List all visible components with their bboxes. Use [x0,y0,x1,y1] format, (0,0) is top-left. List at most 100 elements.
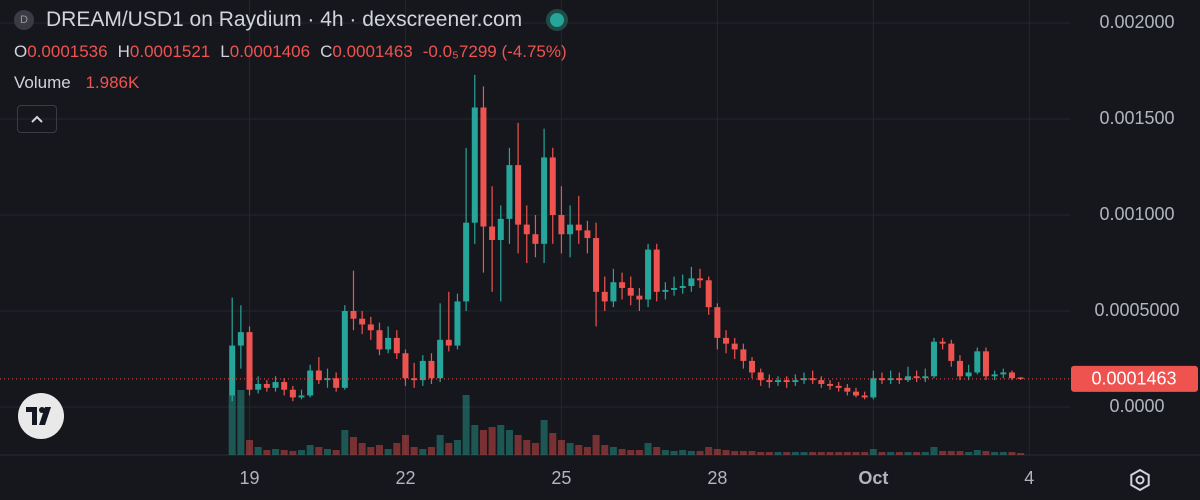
volume-bar [332,450,340,455]
volume-bar [878,452,886,455]
ohlc-value: 0.0001406 [229,42,311,61]
volume-bar [973,450,981,455]
volume-bar [280,450,288,455]
volume-bar [315,447,323,455]
last-price-tag [1071,365,1198,392]
volume-bar [514,435,522,455]
candle-body [896,378,903,381]
candle-body [679,286,686,288]
candle-body [263,383,270,388]
candle-body [324,378,331,381]
y-tick-label: 0.0005000 [1094,300,1179,320]
y-tick-label: 0.001000 [1099,204,1174,224]
settings-button[interactable] [1126,466,1154,494]
collapse-button[interactable] [17,105,57,133]
volume-bar [861,452,869,455]
volume-bar [375,445,383,455]
ohlc-key: C [320,42,333,61]
x-tick-label: 25 [551,468,571,488]
volume-bar [289,451,297,455]
candle-body [480,107,487,227]
token-icon: D [14,10,34,30]
candle-body [549,157,556,216]
candle-body [991,374,998,377]
volume-bar [323,449,331,455]
volume-bar [653,447,661,455]
chevron-icon [31,115,43,123]
volume-bar [739,451,747,455]
chart-title: DREAM/USD1 on Raydium · 4h · dexscreener… [46,8,523,31]
volume-bar [904,452,912,455]
candle-body [584,230,591,239]
volume-bar [505,430,513,455]
candle-body [723,337,730,344]
candle-body [766,380,773,383]
volume-bar [445,443,453,455]
volume-bar [592,435,600,455]
volume-bar [523,440,531,455]
volume-bar [427,447,435,455]
volume-bar [887,452,895,455]
candle-body [930,341,937,377]
x-tick-label: Oct [858,468,888,488]
volume-bar [965,452,973,455]
volume-bar [670,451,678,455]
candle-body [575,224,582,231]
candle-body [471,107,478,223]
volume-bar [549,433,557,455]
candle-body [307,370,314,396]
candle-body [956,360,963,377]
volume-bar [757,452,765,455]
candle-body [515,165,522,225]
candle-body [610,282,617,302]
candle-body [567,224,574,235]
ohlc-key: H [117,42,130,61]
ohlc-value: 0.0001521 [129,42,211,61]
volume-bar [852,452,860,455]
candle-body [402,353,409,379]
volume-bar [791,452,799,455]
candle-body [489,226,496,240]
candle-body [887,378,894,381]
candle-body [697,278,704,281]
volume-bar [947,451,955,455]
volume-bar [705,447,713,455]
volume-bar [583,447,591,455]
candle-body [731,343,738,350]
volume-bar [575,445,583,455]
volume-bar [1017,453,1025,455]
volume-bar [419,449,427,455]
candle-body [350,311,357,319]
volume-bar [869,449,877,455]
candle-body [714,307,721,338]
candle-body [688,278,695,287]
volume-bar [401,435,409,455]
candle-body [1000,372,1007,375]
ohlc-key: L [220,42,230,61]
volume-bar [826,452,834,455]
volume-bar [566,443,574,455]
volume-bar [722,450,730,455]
volume-bar [800,452,808,455]
candle-body [749,360,756,373]
candle-body [437,339,444,379]
candle-body [428,360,435,379]
candle-body [870,378,877,398]
candle-body [359,318,366,325]
x-tick-label: 28 [707,468,727,488]
tradingview-logo[interactable] [18,393,64,439]
volume-bar [817,452,825,455]
candle-body [662,289,669,292]
candle-body [1008,372,1015,379]
volume-bar [557,440,565,455]
candle-body [948,343,955,361]
price-change: -0.0₅7299 (-4.75%) [422,42,567,61]
y-tick-label: 0.001500 [1099,108,1174,128]
candle-body [705,280,712,308]
volume-bar [913,452,921,455]
x-tick-label: 19 [240,468,260,488]
y-tick-label: 0.0000 [1109,396,1164,416]
candle-body [272,382,279,388]
candle-body [315,370,322,381]
